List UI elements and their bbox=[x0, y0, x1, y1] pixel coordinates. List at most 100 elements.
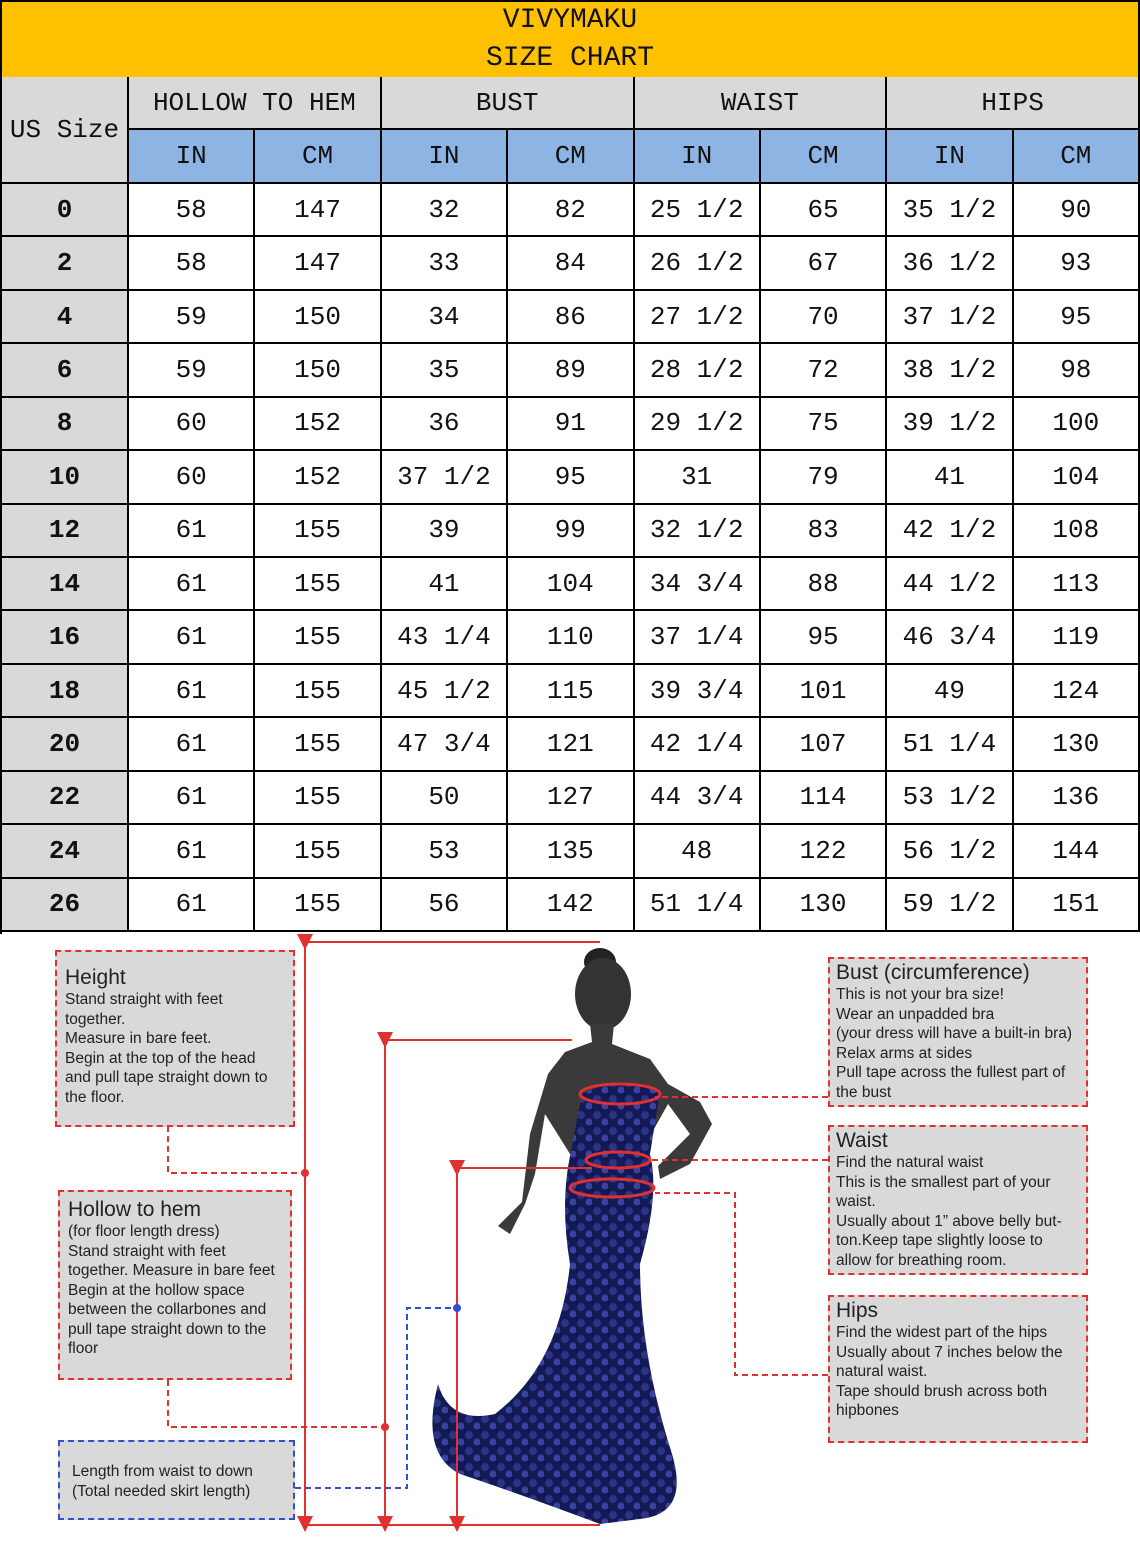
value-cell: 155 bbox=[255, 611, 382, 665]
value-cell: 53 bbox=[381, 825, 509, 879]
value-cell: 44 1/2 bbox=[887, 558, 1014, 612]
box-title: Hips bbox=[836, 1299, 879, 1322]
box-line: Length from waist to down bbox=[72, 1463, 253, 1480]
box-line: Usually about 1” above belly but- bbox=[836, 1212, 1062, 1230]
value-cell: 104 bbox=[1013, 451, 1140, 505]
value-cell: 142 bbox=[508, 878, 635, 932]
value-cell: 121 bbox=[508, 718, 635, 772]
box-line: Relax arms at sides bbox=[836, 1044, 973, 1062]
value-cell: 108 bbox=[1013, 504, 1140, 558]
title-line: SIZE CHART bbox=[485, 42, 655, 74]
value-cell: 130 bbox=[1013, 718, 1140, 772]
value-cell: 61 bbox=[129, 771, 256, 826]
value-cell: 36 bbox=[381, 397, 509, 452]
group-header: WAIST bbox=[634, 77, 888, 130]
value-cell: 49 bbox=[887, 664, 1014, 719]
box-line: the floor. bbox=[65, 1088, 125, 1106]
box-line: Stand straight with feet bbox=[68, 1242, 226, 1260]
box-line: together. Measure in bare feet bbox=[68, 1262, 275, 1279]
value-cell: 65 bbox=[760, 184, 888, 238]
box-line: Find the natural waist bbox=[836, 1154, 984, 1171]
measure-diagram bbox=[167, 934, 828, 1532]
value-cell: 39 1/2 bbox=[887, 397, 1014, 452]
value-cell: 151 bbox=[1013, 878, 1140, 932]
value-cell: 32 1/2 bbox=[634, 504, 761, 558]
value-cell: 95 bbox=[508, 451, 635, 505]
value-cell: 45 1/2 bbox=[381, 664, 509, 719]
figure bbox=[432, 948, 712, 1524]
value-cell: 60 bbox=[129, 451, 256, 505]
box-line: Pull tape across the fullest part of bbox=[836, 1064, 1066, 1081]
size-cell: 18 bbox=[2, 664, 129, 719]
value-cell: 107 bbox=[760, 718, 888, 772]
measure-lines bbox=[167, 934, 828, 1532]
value-cell: 136 bbox=[1013, 771, 1140, 826]
group-header: BUST bbox=[381, 77, 635, 130]
size-cell: 26 bbox=[2, 878, 129, 932]
box-title: Hollow to hem bbox=[68, 1198, 202, 1221]
value-cell: 101 bbox=[760, 664, 888, 719]
skirt-box: Length from waist to down (Total needed s… bbox=[58, 1440, 295, 1520]
value-cell: 27 1/2 bbox=[634, 290, 761, 345]
box-line: Find the widest part of the hips bbox=[836, 1324, 1048, 1341]
value-cell: 61 bbox=[129, 718, 256, 772]
value-cell: 61 bbox=[129, 878, 256, 932]
value-cell: 43 1/4 bbox=[381, 611, 509, 665]
box-line: Wear an unpadded bra bbox=[836, 1005, 995, 1023]
value-cell: 34 3/4 bbox=[634, 558, 761, 612]
value-cell: 44 3/4 bbox=[634, 771, 761, 826]
value-cell: 56 1/2 bbox=[887, 825, 1014, 879]
hollow-box: Hollow to hem (for floor length dress) Sta… bbox=[58, 1190, 292, 1380]
value-cell: 59 1/2 bbox=[887, 878, 1014, 932]
value-cell: 33 bbox=[381, 237, 509, 291]
value-cell: 25 1/2 bbox=[634, 184, 761, 238]
box-line: Begin at the top of the head bbox=[65, 1049, 256, 1067]
box-line: together. bbox=[65, 1010, 126, 1028]
box-line: hipbones bbox=[836, 1402, 899, 1419]
value-cell: 41 bbox=[887, 451, 1014, 505]
value-cell: 37 1/4 bbox=[634, 611, 761, 665]
value-cell: 152 bbox=[255, 451, 382, 505]
value-cell: 90 bbox=[1013, 184, 1140, 238]
value-cell: 147 bbox=[255, 237, 382, 291]
size-cell: 16 bbox=[2, 611, 129, 665]
size-cell: 6 bbox=[2, 344, 129, 398]
box-line: pull tape straight down to the bbox=[68, 1320, 267, 1338]
value-cell: 50 bbox=[381, 771, 509, 826]
box-line: This is the smallest part of your bbox=[836, 1173, 1051, 1191]
unit-header: IN bbox=[634, 130, 761, 184]
value-cell: 93 bbox=[1013, 237, 1140, 291]
value-cell: 84 bbox=[508, 237, 635, 291]
value-cell: 155 bbox=[255, 664, 382, 719]
value-cell: 61 bbox=[129, 611, 256, 665]
value-cell: 155 bbox=[255, 771, 382, 826]
value-cell: 58 bbox=[129, 237, 256, 291]
value-cell: 100 bbox=[1013, 397, 1140, 452]
value-cell: 31 bbox=[634, 451, 761, 505]
value-cell: 155 bbox=[255, 718, 382, 772]
box-line: Begin at the hollow space bbox=[68, 1281, 245, 1299]
value-cell: 28 1/2 bbox=[634, 344, 761, 398]
box-line: between the collarbones and bbox=[68, 1301, 267, 1318]
size-cell: 2 bbox=[2, 237, 129, 291]
unit-header: IN bbox=[129, 130, 256, 184]
value-cell: 61 bbox=[129, 825, 256, 879]
box-line: allow for breathing room. bbox=[836, 1251, 1007, 1269]
box-title: Height bbox=[65, 966, 126, 989]
box-line: natural waist. bbox=[836, 1363, 928, 1380]
value-cell: 72 bbox=[760, 344, 888, 398]
size-cell: 10 bbox=[2, 451, 129, 505]
box-line: This is not your bra size! bbox=[836, 986, 1004, 1003]
value-cell: 79 bbox=[760, 451, 888, 505]
value-cell: 32 bbox=[381, 184, 509, 238]
value-cell: 83 bbox=[760, 504, 888, 558]
value-cell: 37 1/2 bbox=[381, 451, 509, 505]
value-cell: 95 bbox=[760, 611, 888, 665]
value-cell: 86 bbox=[508, 290, 635, 345]
value-cell: 51 1/4 bbox=[887, 718, 1014, 772]
value-cell: 70 bbox=[760, 290, 888, 345]
value-cell: 150 bbox=[255, 344, 382, 398]
value-cell: 61 bbox=[129, 664, 256, 719]
value-cell: 110 bbox=[508, 611, 635, 665]
size-cell: 22 bbox=[2, 771, 129, 826]
